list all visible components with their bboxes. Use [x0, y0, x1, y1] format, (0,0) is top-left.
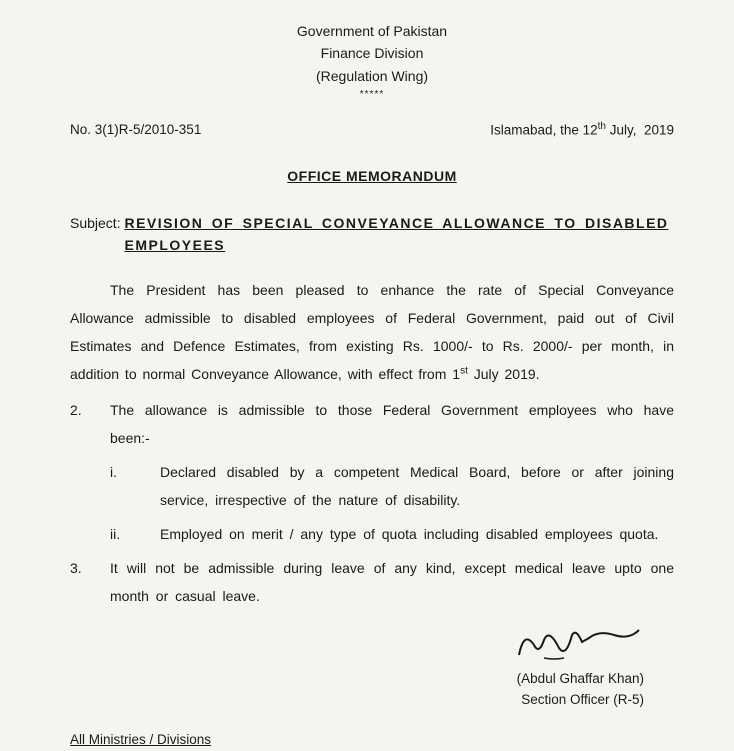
para-3-number: 3.: [70, 554, 110, 610]
subject-text-line2: EMPLOYEES: [124, 237, 225, 253]
signature-icon: [504, 620, 644, 665]
title-row: OFFICE MEMORANDUM: [70, 165, 674, 187]
signer-title: Section Officer (R-5): [70, 689, 644, 711]
memo-title: OFFICE MEMORANDUM: [287, 168, 457, 184]
para-2-number: 2.: [70, 396, 110, 452]
header-wing: (Regulation Wing): [70, 65, 674, 87]
para-2-body: The allowance is admissible to those Fed…: [110, 396, 674, 452]
subject-row: Subject: REVISION OF SPECIAL CONVEYANCE …: [70, 212, 674, 257]
paragraph-1: The President has been pleased to enhanc…: [70, 276, 674, 388]
sub-i-body: Declared disabled by a competent Medical…: [160, 458, 674, 514]
header-stars: *****: [70, 87, 674, 103]
letterhead: Government of Pakistan Finance Division …: [70, 20, 674, 103]
paragraph-2: 2. The allowance is admissible to those …: [70, 396, 674, 452]
sub-ii-body: Employed on merit / any type of quota in…: [160, 520, 674, 548]
header-division: Finance Division: [70, 42, 674, 64]
subject-text-line1: REVISION OF SPECIAL CONVEYANCE ALLOWANCE…: [124, 215, 668, 231]
signer-name: (Abdul Ghaffar Khan): [70, 668, 644, 690]
para-3-body: It will not be admissible during leave o…: [110, 554, 674, 610]
place-date: Islamabad, the 12th July, 2019: [490, 119, 674, 141]
distribution: All Ministries / Divisions: [70, 729, 674, 751]
paragraph-3: 3. It will not be admissible during leav…: [70, 554, 674, 610]
sub-item-i: i. Declared disabled by a competent Medi…: [110, 458, 674, 514]
header-gov: Government of Pakistan: [70, 20, 674, 42]
reference-row: No. 3(1)R-5/2010-351 Islamabad, the 12th…: [70, 119, 674, 141]
reference-number: No. 3(1)R-5/2010-351: [70, 119, 201, 141]
sub-item-ii: ii. Employed on merit / any type of quot…: [110, 520, 674, 548]
sub-ii-number: ii.: [110, 520, 160, 548]
signature-block: (Abdul Ghaffar Khan) Section Officer (R-…: [70, 620, 674, 711]
subject-label: Subject:: [70, 215, 124, 231]
sub-i-number: i.: [110, 458, 160, 514]
